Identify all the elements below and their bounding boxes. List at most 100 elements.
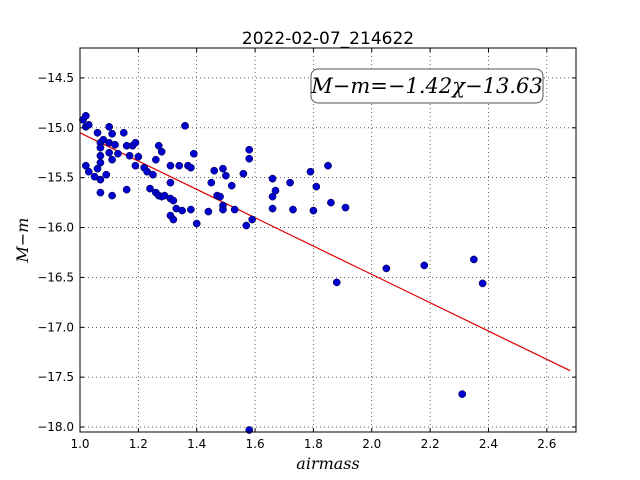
data-point — [327, 198, 335, 207]
data-point — [108, 129, 116, 138]
y-tick-label: −17.0 — [37, 320, 74, 334]
data-point — [178, 206, 186, 215]
data-point — [125, 151, 134, 160]
data-point — [134, 152, 143, 161]
data-point — [245, 154, 254, 163]
data-point — [306, 167, 315, 176]
fit-equation-box: M−m=−1.42χ−13.63 — [310, 68, 544, 104]
data-point — [245, 145, 254, 154]
data-point — [245, 426, 254, 434]
data-point — [102, 170, 111, 179]
x-tick-label: 1.2 — [129, 437, 148, 451]
data-point — [219, 205, 227, 214]
data-point — [96, 158, 105, 167]
data-point — [169, 215, 178, 224]
x-tick-label: 2.0 — [362, 437, 381, 451]
data-point — [105, 122, 114, 131]
fit-line-group — [79, 132, 571, 372]
data-point — [289, 205, 297, 214]
data-point — [210, 166, 219, 175]
data-point — [84, 167, 93, 176]
data-point — [131, 161, 140, 170]
data-point — [108, 155, 116, 164]
data-point — [131, 138, 140, 147]
data-point — [222, 171, 230, 180]
data-point — [312, 182, 321, 191]
data-point — [149, 170, 157, 179]
x-tick-label: 1.6 — [246, 437, 265, 451]
data-point — [219, 164, 227, 173]
y-tick-label: −15.5 — [37, 171, 74, 185]
data-point — [286, 178, 294, 187]
data-point — [309, 206, 318, 215]
data-point — [105, 148, 114, 157]
data-point — [111, 140, 119, 149]
chart-title: 2022-02-07_214622 — [242, 29, 414, 49]
data-points — [79, 111, 487, 434]
data-point — [122, 185, 131, 194]
x-tick-label: 2.4 — [479, 437, 498, 451]
data-point — [157, 147, 166, 156]
fit-equation-text: M−m=−1.42χ−13.63 — [310, 74, 542, 98]
data-point — [239, 169, 248, 178]
data-point — [146, 184, 154, 193]
data-point — [458, 390, 467, 398]
data-point — [96, 151, 105, 160]
data-point — [181, 121, 189, 130]
data-point — [114, 149, 122, 158]
data-point — [96, 175, 105, 184]
data-point — [216, 192, 224, 201]
data-point — [81, 111, 90, 120]
data-point — [166, 178, 175, 187]
data-point — [332, 278, 341, 287]
y-tick-label: −18.0 — [37, 420, 74, 434]
data-point — [96, 188, 105, 197]
y-tick-labels: −14.5 −15.0 −15.5 −16.0 −16.5 −17.0 −17.5 −18.0 — [37, 71, 74, 434]
y-tick-label: −15.0 — [37, 121, 74, 135]
data-point — [93, 128, 102, 137]
data-point — [324, 161, 332, 170]
x-tick-labels: 1.0 1.2 1.4 1.6 1.8 2.0 2.2 2.4 2.6 — [70, 437, 556, 451]
y-tick-label: −17.5 — [37, 370, 74, 384]
data-point — [189, 149, 198, 158]
data-point — [119, 128, 128, 137]
y-tick-label: −16.0 — [37, 221, 74, 235]
grid-lines — [79, 48, 576, 432]
data-point — [166, 161, 175, 170]
data-point — [187, 163, 195, 172]
data-point — [341, 203, 350, 212]
data-point — [204, 207, 213, 216]
data-point — [187, 205, 195, 214]
data-point — [268, 204, 277, 213]
data-point — [248, 215, 256, 224]
data-point — [420, 261, 429, 270]
data-point — [152, 155, 160, 164]
x-tick-label: 1.4 — [187, 437, 206, 451]
data-point — [207, 178, 216, 187]
data-point — [271, 186, 280, 195]
data-point — [192, 219, 201, 228]
y-axis-label: M−m — [13, 218, 32, 264]
data-point — [227, 181, 236, 190]
x-tick-label: 1.8 — [304, 437, 323, 451]
fit-line — [79, 132, 571, 372]
x-axis-label: airmass — [296, 454, 359, 473]
data-point — [268, 174, 277, 183]
data-point — [169, 196, 178, 205]
axis-ticks — [79, 48, 576, 432]
data-point — [242, 221, 251, 230]
plot-frame — [79, 47, 577, 433]
x-tick-label: 2.6 — [537, 437, 556, 451]
data-point — [382, 264, 391, 273]
data-point — [96, 143, 105, 152]
data-point — [175, 161, 184, 170]
data-point — [108, 191, 116, 200]
data-point — [230, 205, 239, 214]
y-tick-label: −14.5 — [37, 71, 74, 85]
data-point — [84, 120, 93, 129]
data-point — [470, 255, 478, 264]
y-tick-label: −16.5 — [37, 270, 74, 284]
x-tick-label: 2.2 — [421, 437, 440, 451]
x-tick-label: 1.0 — [70, 437, 89, 451]
